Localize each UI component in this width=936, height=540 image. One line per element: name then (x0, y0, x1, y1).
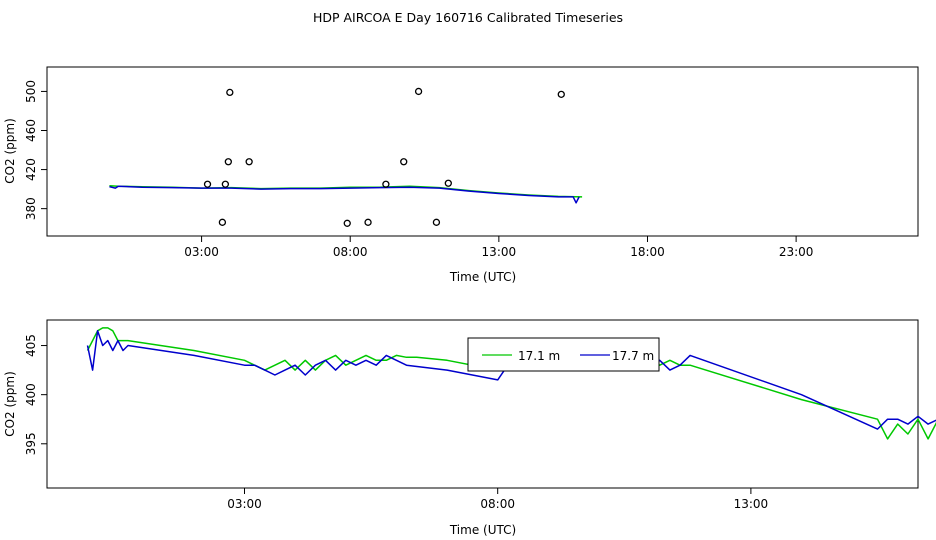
top-y-axis: 380 420 460 500 (24, 80, 47, 220)
legend-label-17-7m: 17.7 m (612, 349, 654, 363)
top-calibration-point (343, 219, 351, 227)
top-series-group (109, 184, 583, 204)
bottom-x-axis: 03:00 08:00 13:00 (227, 488, 768, 511)
top-calibration-point (221, 180, 230, 188)
top-calibration-point (400, 158, 408, 166)
top-series-17-7-m-line (109, 185, 580, 204)
top-points-group (203, 87, 565, 227)
top-calibration-point (444, 179, 452, 187)
top-calibration-point (224, 158, 232, 166)
top-calibration-point (557, 90, 565, 99)
top-calibration-point (218, 218, 227, 226)
legend-label-17-1m: 17.1 m (518, 349, 560, 363)
top-calibration-point (382, 180, 390, 188)
bottom-plot-frame (46, 319, 919, 489)
top-calibration-point (245, 158, 253, 166)
top-calibration-point (364, 218, 372, 226)
top-y-tick-label: 380 (24, 197, 38, 220)
bottom-y-axis: 395 400 405 (24, 334, 47, 455)
bottom-x-axis-label: Time (UTC) (449, 523, 516, 537)
top-y-axis-label: CO2 (ppm) (3, 118, 17, 184)
top-plot-frame (46, 66, 919, 237)
bottom-y-tick-label: 400 (24, 383, 38, 406)
top-x-tick-label: 08:00 (333, 245, 368, 259)
top-panel: 03:00 08:00 13:00 18:00 23:00 380 420 460 500 T… (3, 66, 919, 284)
top-x-tick-label: 18:00 (630, 245, 665, 259)
legend: 17.1 m 17.7 m (467, 337, 660, 372)
top-calibration-point (226, 88, 234, 97)
bottom-y-tick-label: 405 (24, 334, 38, 357)
top-calibration-point (203, 180, 212, 188)
top-y-tick-label: 460 (24, 119, 38, 142)
top-calibration-point (432, 218, 441, 226)
top-x-tick-label: 23:00 (779, 245, 814, 259)
bottom-y-axis-label: CO2 (ppm) (3, 371, 17, 437)
top-x-tick-label: 03:00 (184, 245, 219, 259)
figure-title: HDP AIRCOA E Day 160716 Calibrated Times… (313, 10, 623, 25)
bottom-x-tick-label: 13:00 (734, 497, 769, 511)
bottom-x-tick-label: 08:00 (480, 497, 515, 511)
bottom-x-tick-label: 03:00 (227, 497, 262, 511)
bottom-y-tick-label: 395 (24, 432, 38, 455)
top-x-axis-label: Time (UTC) (449, 270, 516, 284)
top-calibration-point (414, 87, 423, 96)
top-y-tick-label: 420 (24, 158, 38, 181)
top-y-tick-label: 500 (24, 80, 38, 103)
top-x-tick-label: 13:00 (482, 245, 517, 259)
top-x-axis: 03:00 08:00 13:00 18:00 23:00 (184, 236, 813, 259)
